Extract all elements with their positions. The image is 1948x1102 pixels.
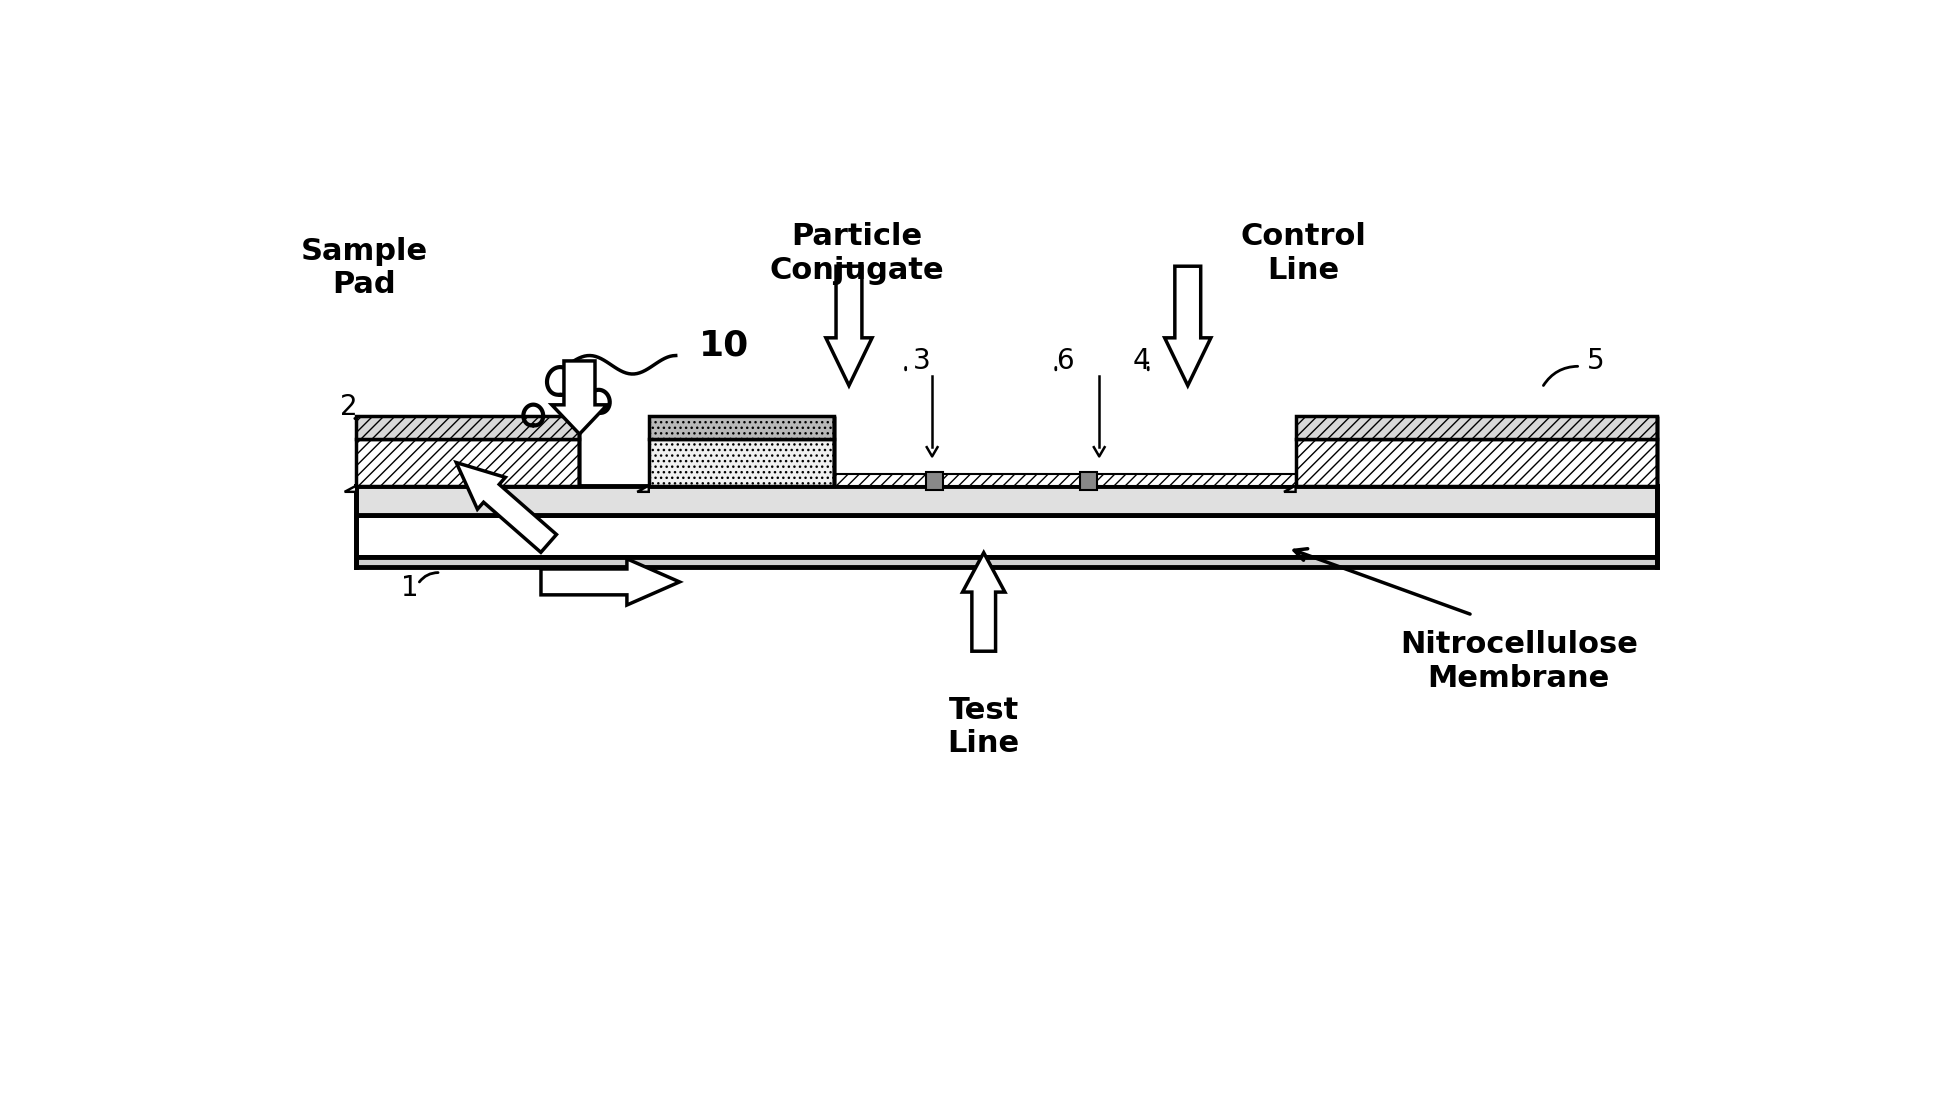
Polygon shape [637,486,649,491]
Polygon shape [826,267,873,386]
Polygon shape [1295,440,1658,486]
Polygon shape [356,417,579,440]
Polygon shape [1284,486,1295,491]
Polygon shape [1165,267,1212,386]
Text: 1: 1 [401,574,419,602]
Polygon shape [345,486,356,491]
Polygon shape [356,486,1658,515]
Polygon shape [962,553,1005,651]
Text: Test
Line: Test Line [947,695,1021,758]
Polygon shape [356,558,1658,566]
Polygon shape [356,515,1658,558]
Polygon shape [542,559,680,605]
Polygon shape [456,463,557,552]
Polygon shape [1295,417,1658,440]
Text: 10: 10 [699,328,750,363]
Polygon shape [356,440,579,486]
Text: Particle
Conjugate: Particle Conjugate [769,223,945,285]
Text: 5: 5 [1588,347,1605,375]
Polygon shape [649,417,834,440]
Polygon shape [925,472,943,489]
Polygon shape [1079,472,1097,489]
Text: 6: 6 [1056,347,1073,375]
Text: 3: 3 [914,347,931,375]
Text: Sample
Pad: Sample Pad [300,237,427,300]
Text: 2: 2 [339,393,356,421]
Text: Control
Line: Control Line [1241,223,1366,285]
Polygon shape [551,361,608,434]
Polygon shape [834,474,1295,486]
Text: 4: 4 [1132,347,1151,375]
Text: Nitrocellulose
Membrane: Nitrocellulose Membrane [1401,630,1638,693]
Polygon shape [649,440,834,486]
